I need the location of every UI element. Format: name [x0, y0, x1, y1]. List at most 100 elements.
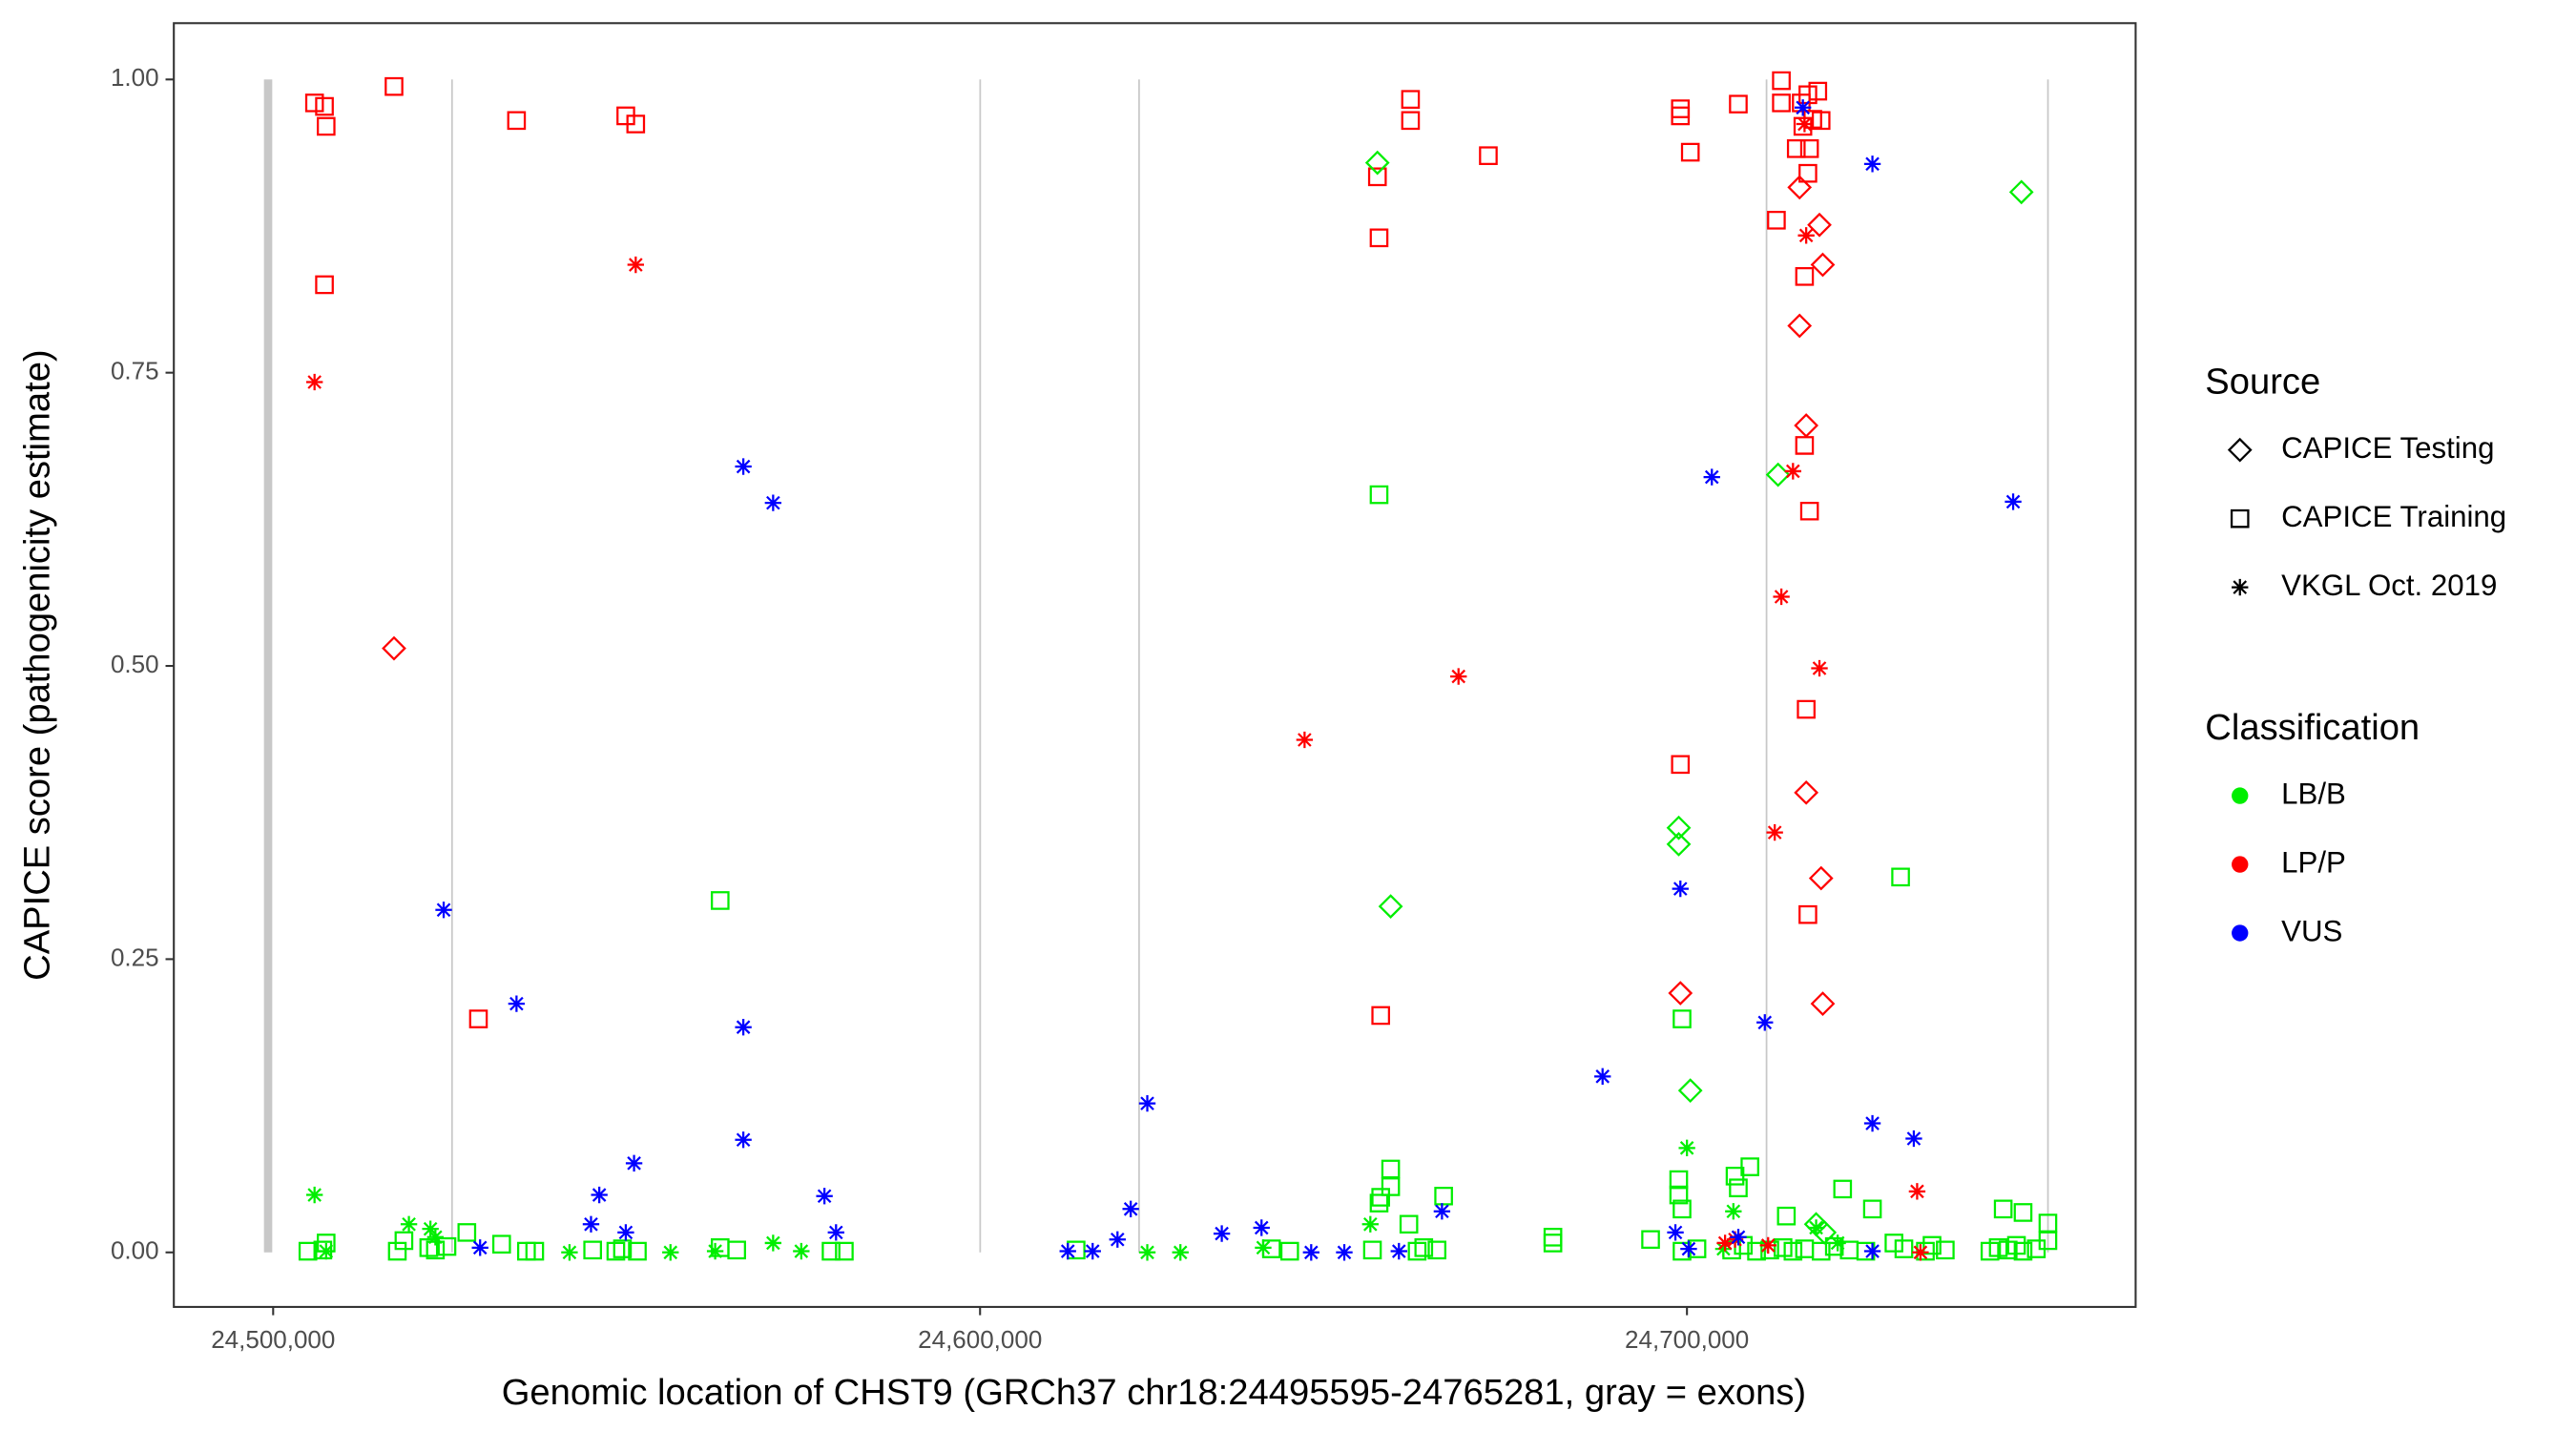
- data-point: [435, 902, 452, 919]
- exon: [450, 79, 453, 1253]
- data-point: [1361, 1215, 1379, 1233]
- legend-symbol: [2232, 856, 2249, 873]
- data-point: [735, 1131, 752, 1149]
- data-point: [1884, 1234, 1903, 1253]
- data-point: [468, 1009, 488, 1028]
- data-point: [1666, 832, 1692, 857]
- data-point: [1433, 1203, 1451, 1220]
- data-point: [1427, 1240, 1446, 1260]
- exon: [979, 79, 982, 1253]
- data-point: [1364, 150, 1390, 176]
- data-point: [2005, 493, 2022, 510]
- exon: [1765, 79, 1768, 1253]
- data-point: [625, 1154, 643, 1172]
- data-point: [616, 106, 635, 126]
- data-point: [426, 1229, 445, 1246]
- data-point: [1730, 1229, 1747, 1246]
- data-point: [1109, 1231, 1126, 1248]
- data-point: [1772, 93, 1791, 113]
- legend-symbol: [2232, 924, 2249, 942]
- data-point: [318, 1242, 335, 1260]
- data-point: [315, 96, 334, 116]
- data-point: [1369, 485, 1389, 505]
- data-point: [816, 1188, 833, 1205]
- data-point: [1401, 111, 1421, 131]
- data-point: [1672, 1009, 1692, 1028]
- data-point: [306, 373, 323, 391]
- data-point: [1729, 1178, 1748, 1197]
- data-point: [1399, 1214, 1419, 1234]
- data-point: [1936, 1240, 1955, 1260]
- data-point: [1905, 1130, 1922, 1148]
- data-point: [306, 1186, 323, 1204]
- data-point: [2006, 1235, 2026, 1255]
- y-axis-title: CAPICE score (pathogenicity estimate): [17, 349, 58, 980]
- data-point: [1594, 1068, 1611, 1086]
- data-point: [1369, 1193, 1389, 1213]
- data-point: [1479, 146, 1498, 166]
- data-point: [793, 1242, 810, 1260]
- y-tick-label: 0.75: [111, 357, 159, 385]
- data-point: [1450, 668, 1467, 685]
- data-point: [764, 1234, 782, 1252]
- data-point: [627, 256, 644, 274]
- legend-title: Classification: [2205, 707, 2420, 748]
- data-point: [764, 494, 782, 511]
- data-point: [313, 1240, 333, 1260]
- exon: [2046, 79, 2049, 1253]
- data-point: [1829, 1234, 1846, 1252]
- data-point: [382, 635, 406, 661]
- data-point: [2013, 1241, 2033, 1261]
- data-point: [1725, 1167, 1745, 1186]
- data-point: [1912, 1244, 1929, 1261]
- data-point: [1122, 1200, 1139, 1217]
- data-point: [1807, 212, 1832, 238]
- data-point: [508, 995, 526, 1012]
- data-point: [1672, 1241, 1692, 1261]
- data-point: [507, 111, 527, 131]
- data-point: [1863, 1242, 1881, 1260]
- data-point: [1740, 1157, 1759, 1176]
- data-point: [1716, 1234, 1734, 1252]
- data-point: [1371, 1188, 1390, 1207]
- data-point: [1213, 1225, 1231, 1242]
- data-point: [626, 114, 646, 134]
- data-point: [1367, 167, 1387, 187]
- data-point: [1371, 1006, 1390, 1026]
- data-point: [1794, 413, 1819, 438]
- data-point: [2013, 1203, 2033, 1222]
- legend-symbol: [2232, 578, 2249, 596]
- legend-label: CAPICE Training: [2281, 500, 2506, 533]
- data-point: [1908, 1183, 1926, 1200]
- data-point: [1667, 1224, 1684, 1241]
- data-point: [1756, 1014, 1774, 1031]
- data-point: [1766, 823, 1783, 841]
- data-point: [457, 1223, 477, 1242]
- data-point: [1401, 90, 1421, 109]
- y-tick-label: 0.25: [111, 943, 159, 971]
- data-point: [1773, 588, 1790, 606]
- data-point: [1980, 1241, 2000, 1261]
- data-point: [1863, 1114, 1881, 1132]
- data-point: [437, 1236, 457, 1256]
- data-point: [662, 1244, 679, 1261]
- data-point: [1795, 436, 1815, 455]
- data-point: [1747, 1241, 1766, 1261]
- data-point: [1810, 252, 1836, 278]
- data-point: [1793, 116, 1813, 136]
- exon: [263, 79, 273, 1253]
- data-point: [835, 1241, 854, 1261]
- data-point: [1666, 815, 1692, 840]
- data-point: [1059, 1242, 1076, 1260]
- data-point: [1668, 981, 1693, 1006]
- data-point: [298, 1241, 318, 1261]
- data-point: [1794, 99, 1812, 116]
- data-point: [1787, 175, 1813, 200]
- data-point: [1796, 115, 1814, 133]
- data-point: [1759, 1236, 1776, 1255]
- data-point: [1798, 85, 1818, 105]
- data-point: [1390, 1242, 1407, 1260]
- x-tick-label: 24,500,000: [211, 1325, 335, 1354]
- data-point: [1378, 894, 1403, 919]
- data-point: [1891, 867, 1910, 887]
